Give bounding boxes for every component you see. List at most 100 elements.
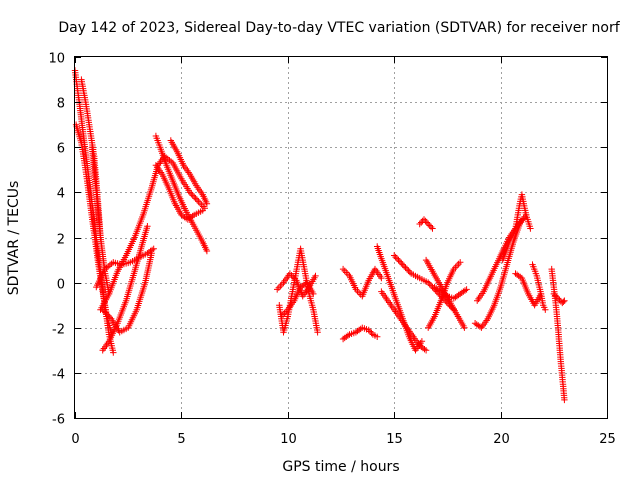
data-point-marker [366, 328, 374, 335]
data-point-marker [550, 290, 557, 298]
data-point-marker [99, 306, 106, 313]
y-tick-label: -6 [52, 413, 65, 428]
data-point-marker [374, 333, 381, 340]
x-axis-label: GPS time / hours [282, 459, 399, 475]
data-point-marker [186, 189, 194, 196]
data-point-marker [400, 262, 408, 270]
data-point-marker [395, 256, 402, 264]
data-point-marker [553, 293, 560, 301]
data-point-marker [189, 192, 196, 199]
series-track-e [99, 223, 151, 354]
x-tick-label: 10 [280, 432, 297, 447]
data-point-marker [463, 286, 470, 293]
data-point-marker [429, 225, 436, 232]
series-track-k [152, 162, 206, 223]
data-point-marker [427, 223, 435, 231]
series-track-r [378, 288, 430, 354]
data-point-marker [189, 212, 196, 220]
plot-frame [74, 56, 608, 419]
y-axis-label: SDTVAR / TECUs [6, 181, 22, 296]
data-point-marker [422, 347, 430, 354]
axis-ticks: 0 5 10 15 20 25 -6 -4 -2 0 2 4 6 8 10 [48, 52, 615, 448]
data-point-marker [416, 220, 423, 228]
data-point-marker [150, 245, 157, 252]
data-point-marker [476, 323, 484, 330]
data-point-marker [103, 311, 111, 318]
data-point-marker [398, 259, 405, 267]
data-point-marker [426, 280, 433, 288]
y-tick-label: 8 [57, 97, 65, 112]
data-point-marker [399, 261, 406, 268]
data-point-marker [144, 223, 151, 230]
data-point-marker [314, 329, 321, 336]
series-track-ab [529, 261, 549, 313]
data-point-marker [422, 217, 429, 225]
data-point-marker [461, 324, 468, 331]
data-point-marker [191, 193, 198, 201]
data-point-marker [406, 268, 413, 276]
data-point-marker [203, 247, 211, 255]
data-point-marker [421, 346, 428, 353]
data-point-marker [457, 259, 464, 266]
series-track-t [416, 216, 436, 232]
x-tick-label: 5 [177, 432, 185, 447]
data-point-marker [391, 252, 398, 259]
y-tick-label: 10 [48, 52, 65, 67]
data-point-marker [378, 274, 385, 282]
data-point-marker [561, 297, 568, 304]
data-point-marker [396, 258, 404, 265]
series-track-y [474, 216, 526, 304]
data-point-marker [418, 338, 426, 345]
series-track-w [425, 259, 464, 331]
series-track-ad [550, 290, 568, 307]
y-tick-label: -4 [52, 368, 65, 383]
data-point-marker [102, 309, 109, 316]
data-point-marker [368, 329, 375, 337]
data-point-marker [461, 287, 469, 294]
data-point-marker [552, 292, 559, 299]
x-tick-label: 15 [386, 432, 403, 447]
x-tick-label: 25 [599, 432, 616, 447]
data-point-marker [110, 349, 117, 356]
data-point-marker [423, 219, 430, 226]
data-point-marker [403, 265, 411, 273]
data-points [71, 67, 568, 404]
data-point-marker [420, 216, 428, 223]
x-tick-label: 20 [493, 432, 510, 447]
data-point-marker [426, 222, 433, 229]
data-point-marker [405, 267, 412, 274]
data-point-marker [199, 207, 206, 214]
data-point-marker [425, 220, 432, 228]
chart-title: Day 142 of 2023, Sidereal Day-to-day VTE… [58, 20, 620, 36]
data-point-marker [393, 255, 401, 262]
series-track-z [499, 191, 534, 264]
data-point-marker [203, 200, 211, 207]
y-tick-label: 0 [57, 278, 65, 293]
data-point-marker [310, 290, 317, 298]
y-tick-label: 2 [57, 233, 65, 248]
data-point-marker [392, 253, 399, 261]
series-track-p [339, 265, 385, 300]
y-tick-label: 6 [57, 142, 65, 157]
y-tick-label: -2 [52, 323, 65, 338]
series-track-j [167, 137, 211, 207]
x-tick-label: 0 [71, 432, 79, 447]
data-point-marker [100, 308, 108, 315]
data-point-marker [561, 396, 568, 404]
data-point-marker [148, 250, 155, 257]
data-point-marker [554, 295, 562, 302]
data-point-marker [105, 312, 112, 319]
data-point-marker [556, 296, 563, 304]
data-point-marker [402, 264, 409, 271]
series-track-aa [512, 270, 545, 309]
grid [75, 57, 607, 418]
data-point-marker [106, 314, 113, 321]
data-point-marker [192, 195, 199, 202]
data-point-marker [193, 196, 201, 204]
data-point-marker [312, 272, 319, 280]
data-point-marker [427, 282, 435, 289]
data-point-marker [425, 279, 432, 286]
data-point-marker [188, 190, 195, 198]
